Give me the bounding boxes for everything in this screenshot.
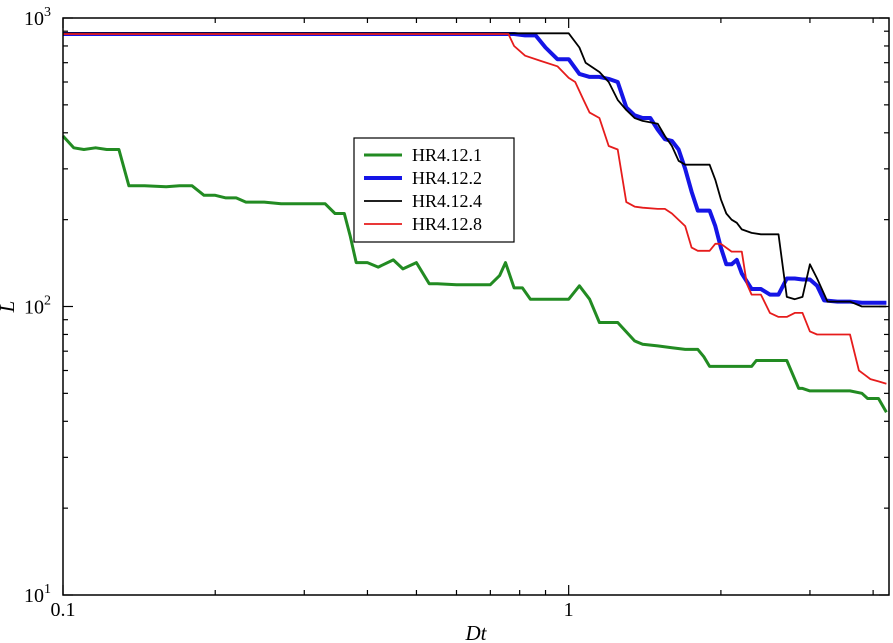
y-tick-label: 101 (24, 582, 51, 607)
y-tick-label-base: 10 (24, 585, 44, 607)
legend-item: HR4.12.2 (364, 168, 482, 188)
legend-item: HR4.12.8 (364, 214, 482, 234)
series-line-hr4-12-1 (61, 134, 888, 413)
plot-frame (62, 17, 890, 596)
y-tick-label-exponent: 2 (44, 294, 51, 309)
y-tick-label: 103 (24, 5, 51, 30)
legend-items: HR4.12.1 HR4.12.2 HR4.12.4 HR4.12.8 (364, 145, 482, 234)
y-tick-label-exponent: 3 (44, 5, 51, 20)
legend-item: HR4.12.1 (364, 145, 482, 165)
x-axis-title: Dt (465, 621, 488, 643)
x-tick-label: 0.1 (51, 599, 76, 621)
legend-item: HR4.12.4 (364, 191, 482, 211)
series-line-hr4-12-4 (63, 32, 887, 308)
y-axis-title: L (0, 301, 19, 314)
y-tick-label: 102 (24, 294, 51, 319)
x-tick-label: 1 (564, 599, 574, 621)
legend-label: HR4.12.2 (412, 168, 482, 188)
y-tick-label-exponent: 1 (44, 582, 51, 597)
series-layer (61, 32, 888, 413)
legend-label: HR4.12.1 (412, 145, 482, 165)
series-line-hr4-12-8 (63, 33, 887, 385)
legend-label: HR4.12.8 (412, 214, 482, 234)
y-tick-label-base: 10 (24, 8, 44, 30)
y-tick-label-base: 10 (24, 297, 44, 319)
legend-label: HR4.12.4 (412, 191, 482, 211)
legend: HR4.12.1 HR4.12.2 HR4.12.4 HR4.12.8 (353, 137, 515, 243)
